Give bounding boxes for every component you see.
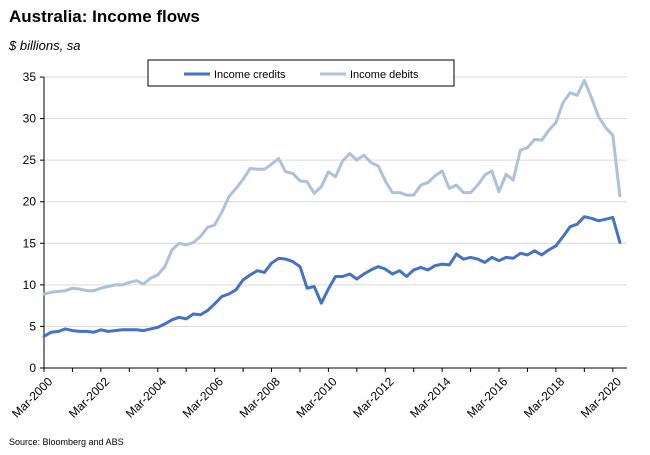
x-tick-label: Mar-2014: [407, 374, 453, 420]
x-tick-label: Mar-2006: [180, 374, 226, 420]
y-tick-label: 25: [23, 153, 37, 167]
x-tick-label: Mar-2000: [9, 374, 55, 420]
x-tick-label: Mar-2002: [66, 374, 112, 420]
y-tick-label: 15: [23, 236, 37, 250]
y-tick-label: 30: [23, 112, 37, 126]
series-line-income-credits: [42, 215, 622, 338]
x-tick-label: Mar-2008: [237, 374, 283, 420]
chart-subtitle: $ billions, sa: [9, 38, 81, 53]
y-tick-label: 35: [23, 70, 37, 84]
x-tick-label: Mar-2018: [521, 374, 567, 420]
y-tick-labels: 0 5 10 15 20 25 30 35: [23, 70, 37, 375]
y-tick-label: 10: [23, 278, 37, 292]
x-tick-labels: Mar-2000 Mar-2002 Mar-2004 Mar-2006 Mar-2008…: [9, 374, 624, 420]
x-tick-label: Mar-2016: [464, 374, 510, 420]
legend: Income credits Income debits: [147, 59, 455, 87]
y-tick-label: 5: [29, 319, 36, 333]
source-note: Source: Bloomberg and ABS: [9, 437, 124, 447]
axes: [40, 76, 627, 372]
legend-label-income-credits: Income credits: [214, 69, 286, 81]
x-tick-label: Mar-2012: [350, 374, 396, 420]
x-tick-label: Mar-2020: [578, 374, 624, 420]
grid-lines: [44, 76, 627, 327]
chart-title: Australia: Income flows: [9, 7, 200, 26]
x-tick-label: Mar-2010: [294, 374, 340, 420]
series-lines: [42, 78, 622, 338]
legend-label-income-debits: Income debits: [350, 69, 419, 81]
y-tick-label: 0: [29, 361, 36, 375]
series-line-income-debits: [42, 78, 622, 296]
y-tick-label: 20: [23, 195, 37, 209]
x-tick-label: Mar-2004: [123, 374, 169, 420]
